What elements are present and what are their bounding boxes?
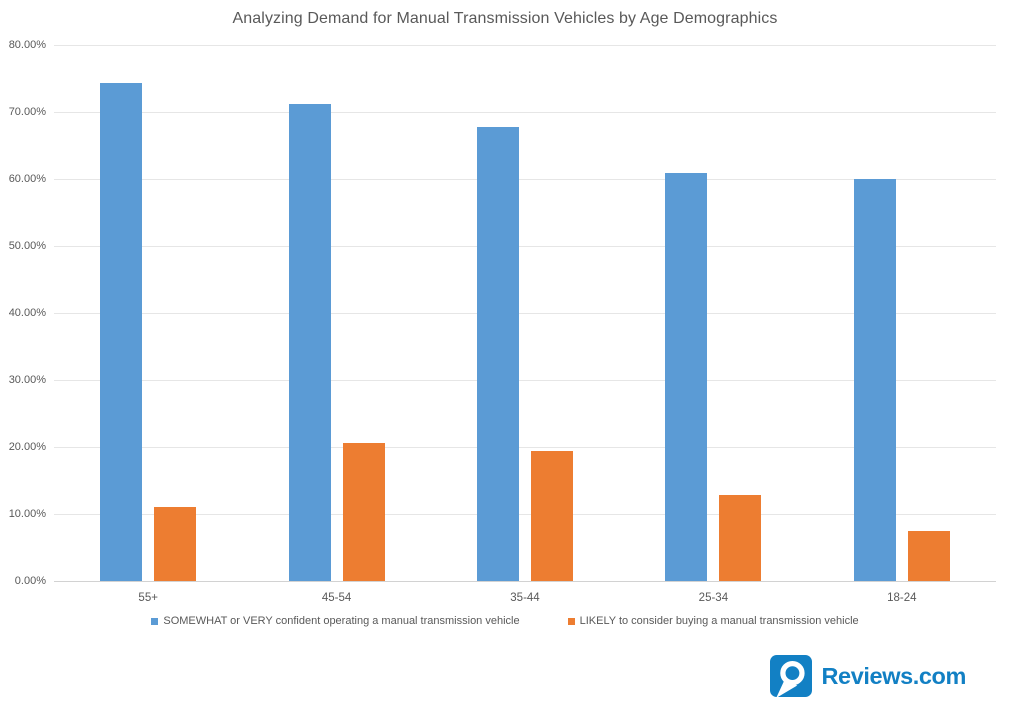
y-tick-label: 40.00% [8, 307, 46, 319]
bar-45-54-series1 [342, 442, 385, 581]
gridline-30 [54, 379, 996, 381]
y-tick-label: 50.00% [8, 240, 46, 252]
y-tick-label: 70.00% [8, 106, 46, 118]
bar-35-44-series0 [477, 127, 519, 581]
legend-label-likely: LIKELY to consider buying a manual trans… [579, 615, 859, 627]
bar-35-44-series1 [531, 451, 573, 581]
y-axis-labels: 0.00% 10.00% 20.00% 30.00% 40.00% 50.00% 60.00… [0, 39, 48, 587]
x-category-label: 25-34 [698, 592, 729, 604]
gridline-50 [54, 245, 996, 247]
y-tick-label: 30.00% [8, 374, 46, 386]
reviews-logo[interactable]: Reviews.com [770, 655, 966, 697]
y-tick-label: 60.00% [8, 173, 46, 185]
gridline-10 [54, 513, 996, 515]
legend-item-confident: SOMEWHAT or VERY confident operating a m… [151, 615, 520, 627]
legend-item-likely: LIKELY to consider buying a manual trans… [567, 615, 859, 627]
y-tick-label: 0.00% [14, 575, 46, 587]
bar-18-24-series1 [907, 530, 950, 581]
legend-label-confident: SOMEWHAT or VERY confident operating a m… [163, 615, 520, 627]
gridline-80 [54, 44, 996, 46]
y-tick-label: 10.00% [8, 508, 46, 520]
gridline-70 [54, 111, 996, 113]
x-category-label: 55+ [138, 592, 158, 604]
gridline-40 [54, 312, 996, 314]
y-tick-label: 80.00% [8, 39, 46, 51]
legend: SOMEWHAT or VERY confident operating a m… [0, 615, 1010, 627]
x-category-label: 35-44 [510, 592, 540, 604]
legend-swatch-blue [151, 617, 159, 625]
bar-55+-series0 [100, 83, 143, 581]
x-category-label: 45-54 [321, 592, 352, 604]
gridline-0 [54, 580, 996, 582]
gridline-20 [54, 446, 996, 448]
x-category-label: 18-24 [887, 592, 917, 604]
gridline-60 [54, 178, 996, 180]
y-tick-label: 20.00% [8, 441, 46, 453]
reviews-logo-icon [770, 655, 813, 697]
bar-55+-series1 [154, 507, 197, 581]
x-axis-labels: 55+ 45-54 35-44 25-34 18-24 [54, 592, 996, 608]
reviews-logo-text: Reviews.com [821, 662, 966, 689]
bar-18-24-series0 [853, 179, 896, 581]
bar-25-34-series1 [719, 494, 762, 581]
chart-title: Analyzing Demand for Manual Transmission… [232, 10, 778, 27]
legend-swatch-orange [567, 617, 575, 625]
bar-45-54-series0 [288, 103, 331, 581]
bar-25-34-series0 [665, 172, 708, 581]
plot-area [54, 44, 996, 582]
